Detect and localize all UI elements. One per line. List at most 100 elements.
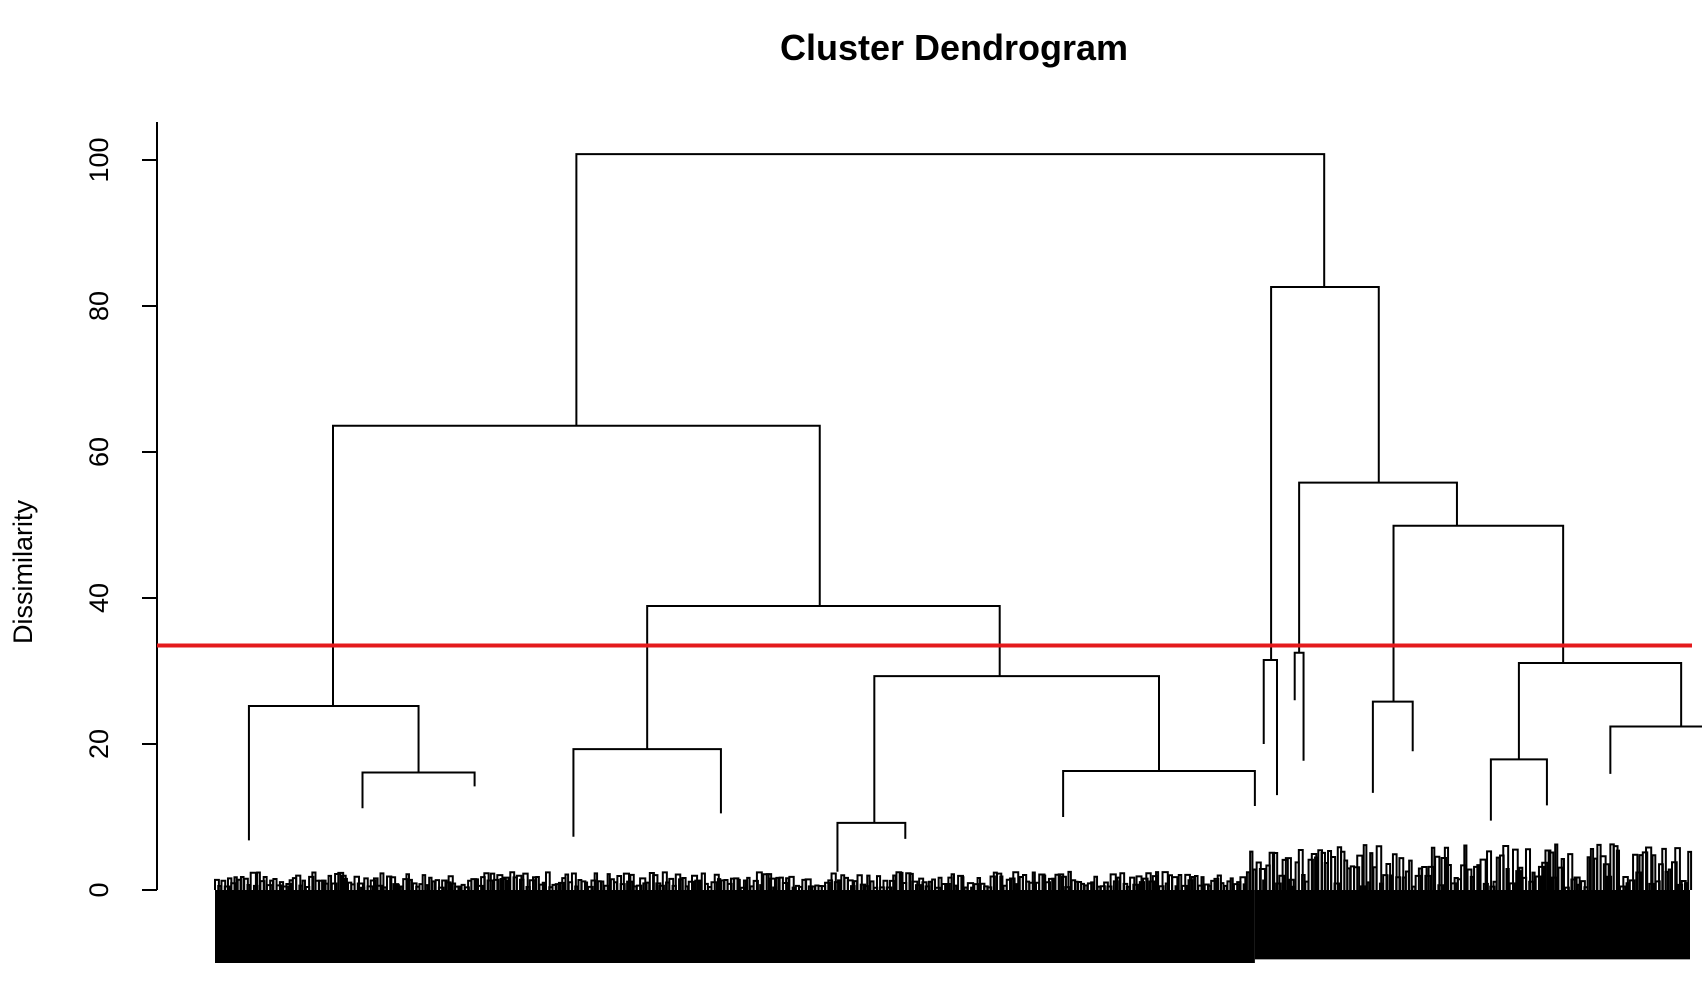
leaf-branch	[493, 878, 500, 890]
leaf-branch	[1567, 853, 1574, 890]
leaf-branch	[1434, 855, 1441, 890]
leaf-branch	[515, 874, 523, 890]
leaf-branch	[1184, 873, 1191, 890]
merge-branch	[247, 705, 420, 841]
merge-branch	[873, 675, 1160, 823]
leaf-branch	[989, 875, 996, 890]
leaf-branch	[905, 872, 912, 890]
leaf-branch	[1440, 857, 1448, 890]
merge-branch	[1293, 651, 1305, 761]
leaf-branch	[522, 872, 529, 890]
merge-branch	[361, 771, 476, 809]
leaf-branch	[606, 873, 611, 890]
leaf-branch	[668, 877, 675, 890]
leaf-branch	[1560, 857, 1565, 890]
y-tick-label: 40	[84, 583, 114, 613]
leaf-branch	[1687, 850, 1693, 890]
leaf-branch	[1408, 859, 1413, 890]
leaf-branch	[1057, 873, 1065, 890]
leaf-branch	[1398, 857, 1405, 890]
leaf-branch	[441, 879, 448, 890]
merge-branch	[575, 153, 1326, 426]
merge-branch	[1270, 286, 1380, 661]
leaf-branch	[385, 875, 393, 890]
leaf-branch	[661, 871, 668, 890]
leaf-branch	[1135, 875, 1143, 890]
leaf-branch	[759, 884, 764, 890]
leaf-branch	[424, 884, 429, 890]
leaf-branch	[1330, 855, 1337, 890]
leaf-branch	[301, 879, 306, 890]
leaf-branch	[1346, 867, 1352, 890]
leaf-branch	[1275, 882, 1282, 890]
leaf-branch	[1641, 851, 1649, 890]
chart-title: Cluster Dendrogram	[780, 27, 1128, 68]
leaf-branch	[382, 886, 388, 890]
leaf-branch	[811, 885, 816, 890]
leaf-branch	[1674, 847, 1681, 890]
leaf-branch	[1544, 849, 1552, 890]
leaf-branch	[1388, 874, 1393, 890]
leaf-branch	[554, 883, 562, 890]
leaf-branch	[1093, 875, 1099, 890]
leaf-branch	[1421, 865, 1428, 890]
leaf-branch	[1083, 884, 1089, 890]
leaf-branch	[856, 874, 863, 890]
merge-branch	[1517, 661, 1683, 760]
leaf-branch	[1580, 880, 1586, 890]
leaf-branch	[1486, 850, 1493, 890]
leaf-branch	[395, 884, 400, 890]
leaf-branch	[736, 878, 741, 890]
leaf-branch	[1271, 851, 1279, 890]
leaf-branch	[1505, 867, 1510, 890]
y-axis-label: Dissimilarity	[8, 500, 38, 644]
merge-branch	[332, 424, 821, 707]
leaf-branch	[681, 877, 687, 890]
leaf-branch	[869, 880, 875, 890]
y-tick-label: 0	[84, 882, 114, 897]
merge-branch	[646, 605, 1001, 750]
leaf-branch	[1531, 871, 1536, 890]
leaf-branch	[1599, 855, 1607, 890]
leaf-branch	[1012, 871, 1020, 890]
merge-branch	[572, 748, 722, 837]
leaf-branch	[700, 872, 706, 890]
leaf-branch	[629, 873, 635, 890]
leaf-branch	[1391, 853, 1398, 890]
leaf-branch	[944, 882, 951, 890]
leaf-branch	[768, 877, 776, 890]
leaf-branch	[1252, 868, 1257, 890]
merge-branch	[1609, 725, 1702, 774]
leaf-branch	[434, 879, 441, 890]
y-tick-label: 80	[84, 291, 114, 321]
leaf-branch	[535, 875, 540, 890]
leaf-branch	[1495, 856, 1501, 890]
leaf-branch	[1031, 871, 1036, 890]
leaf-branch	[1119, 872, 1126, 890]
leaf-branch	[1479, 858, 1487, 890]
leaf-branch	[1512, 848, 1519, 890]
leaf-branch	[1547, 851, 1555, 890]
leaf-branch	[635, 884, 643, 890]
leaf-branch	[931, 878, 936, 890]
leaf-branch	[1362, 844, 1368, 890]
leaf-branch	[1161, 871, 1169, 890]
leaf-branch	[950, 873, 955, 890]
leaf-branch	[1356, 854, 1364, 890]
leaf-branch	[398, 885, 404, 890]
leaf-branch	[966, 882, 975, 890]
leaf-branch	[1245, 871, 1251, 890]
leaf-branch	[742, 879, 748, 890]
leaf-branch	[1615, 849, 1621, 890]
y-tick-label: 20	[84, 729, 114, 759]
leaf-branch	[1229, 877, 1234, 890]
leaf-branches	[214, 843, 1693, 963]
leaf-branch	[859, 883, 867, 890]
leaf-branch	[262, 876, 268, 890]
leaf-branch	[1310, 852, 1318, 890]
leaf-branch	[373, 877, 379, 890]
leaf-branch	[1200, 876, 1205, 890]
leaf-branch	[363, 877, 369, 890]
leaf-branch	[1155, 871, 1160, 890]
